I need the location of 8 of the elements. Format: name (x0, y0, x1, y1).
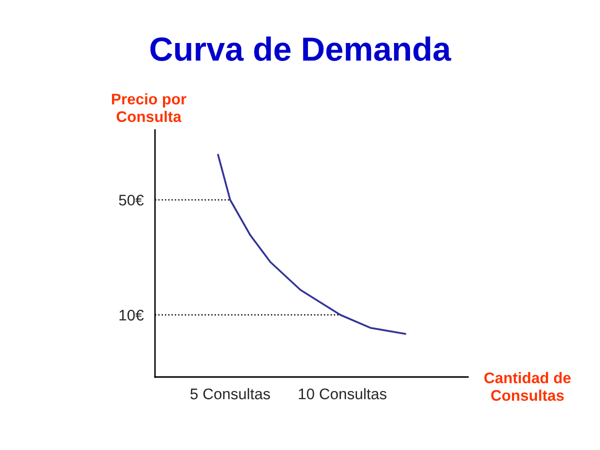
x-tick-label: 10 Consultas (298, 388, 386, 400)
x-axis-title: Cantidad de Consultas (484, 372, 571, 401)
y-tick-label: 50€ (119, 194, 144, 206)
y-axis-title: Precio por Consulta (112, 93, 186, 122)
chart-title: Curva de Demanda (150, 36, 452, 61)
line-series (217, 154, 406, 335)
x-tick-label: 5 Consultas (190, 388, 270, 400)
y-tick-label: 10€ (120, 310, 144, 321)
